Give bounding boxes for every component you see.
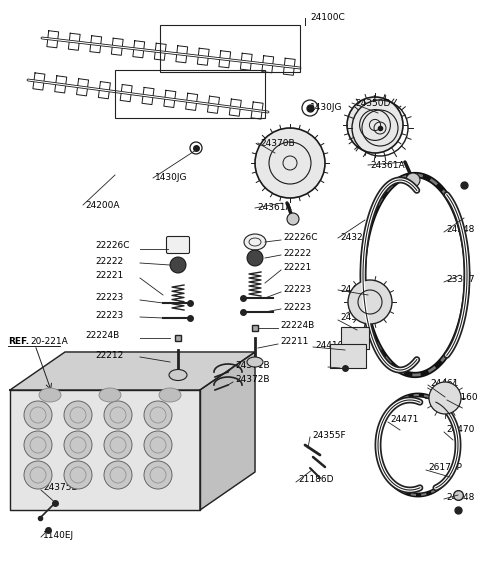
Circle shape [104,401,132,429]
Circle shape [144,401,172,429]
Text: 24461: 24461 [430,378,458,388]
Text: 1140ER: 1140ER [330,361,365,369]
Text: REF.: REF. [8,338,29,347]
Ellipse shape [99,388,121,402]
FancyBboxPatch shape [341,327,369,349]
Circle shape [104,461,132,489]
Text: 22212: 22212 [95,351,123,361]
Text: 22221: 22221 [283,263,311,272]
Text: 24371B: 24371B [235,361,270,369]
Ellipse shape [159,388,181,402]
Circle shape [24,401,52,429]
Text: 24100C: 24100C [310,13,345,22]
Text: 22221: 22221 [95,271,123,281]
Circle shape [247,250,263,266]
Text: 26160: 26160 [449,392,478,401]
Text: 24361A: 24361A [257,203,292,213]
Text: 24349: 24349 [340,313,368,323]
Circle shape [348,280,392,324]
Text: 24348: 24348 [446,492,474,502]
Text: 24420: 24420 [340,286,368,294]
Ellipse shape [247,357,263,367]
Text: 21186D: 21186D [298,476,334,484]
Text: 24471: 24471 [390,415,419,425]
Circle shape [24,431,52,459]
Text: 24375B: 24375B [43,483,78,492]
Circle shape [144,431,172,459]
Text: 24410B: 24410B [315,340,349,350]
Text: 26174P: 26174P [428,464,462,472]
Ellipse shape [39,388,61,402]
Circle shape [24,461,52,489]
Text: 24355F: 24355F [312,430,346,439]
Text: 22226C: 22226C [95,241,130,251]
Text: 22222: 22222 [95,256,123,266]
Text: 24200A: 24200A [85,200,120,210]
Text: 22223: 22223 [283,286,311,294]
Text: 24348: 24348 [446,225,474,234]
Circle shape [287,213,299,225]
FancyBboxPatch shape [330,344,366,368]
Text: 24361A: 24361A [370,161,405,169]
Text: 22223: 22223 [95,310,123,320]
Text: 1430JG: 1430JG [155,173,188,183]
Polygon shape [10,390,200,510]
Circle shape [406,173,420,187]
Text: 22223: 22223 [283,302,311,312]
Circle shape [64,401,92,429]
Ellipse shape [169,369,187,381]
Text: 22226C: 22226C [283,233,317,241]
Text: 22224B: 22224B [85,332,119,340]
Text: 23367: 23367 [446,275,475,285]
Text: 22211: 22211 [280,338,308,347]
Circle shape [144,461,172,489]
Circle shape [170,257,186,273]
Circle shape [347,97,403,153]
Polygon shape [200,352,255,510]
Text: 22223: 22223 [95,294,123,302]
Text: 22224B: 22224B [280,321,314,331]
Text: 24372B: 24372B [235,376,269,385]
Circle shape [255,128,325,198]
FancyBboxPatch shape [167,237,190,253]
Text: 20-221A: 20-221A [30,338,68,347]
Text: 24470: 24470 [446,426,474,434]
Text: 24321: 24321 [340,233,368,242]
Circle shape [429,382,461,414]
Circle shape [64,461,92,489]
Text: 24350D: 24350D [355,98,390,108]
Text: 1140EJ: 1140EJ [43,530,74,540]
Circle shape [104,431,132,459]
Text: 24370B: 24370B [260,138,295,147]
Ellipse shape [244,234,266,250]
Text: 22222: 22222 [283,248,311,257]
Circle shape [64,431,92,459]
Polygon shape [10,352,255,390]
Text: 1430JG: 1430JG [310,104,343,112]
